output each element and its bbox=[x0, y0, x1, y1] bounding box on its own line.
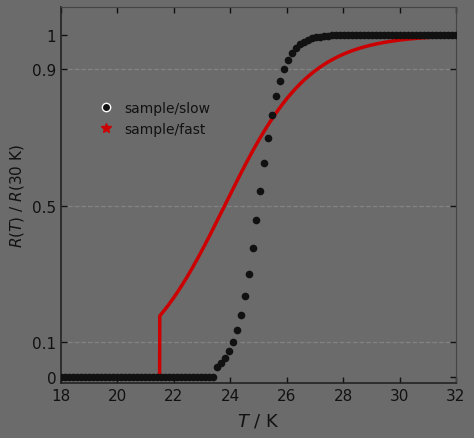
Legend: sample/slow, sample/fast: sample/slow, sample/fast bbox=[88, 98, 214, 141]
Y-axis label: $R$($T$) / $R$(30 K): $R$($T$) / $R$(30 K) bbox=[9, 144, 27, 248]
X-axis label: $T$ / K: $T$ / K bbox=[237, 412, 280, 430]
